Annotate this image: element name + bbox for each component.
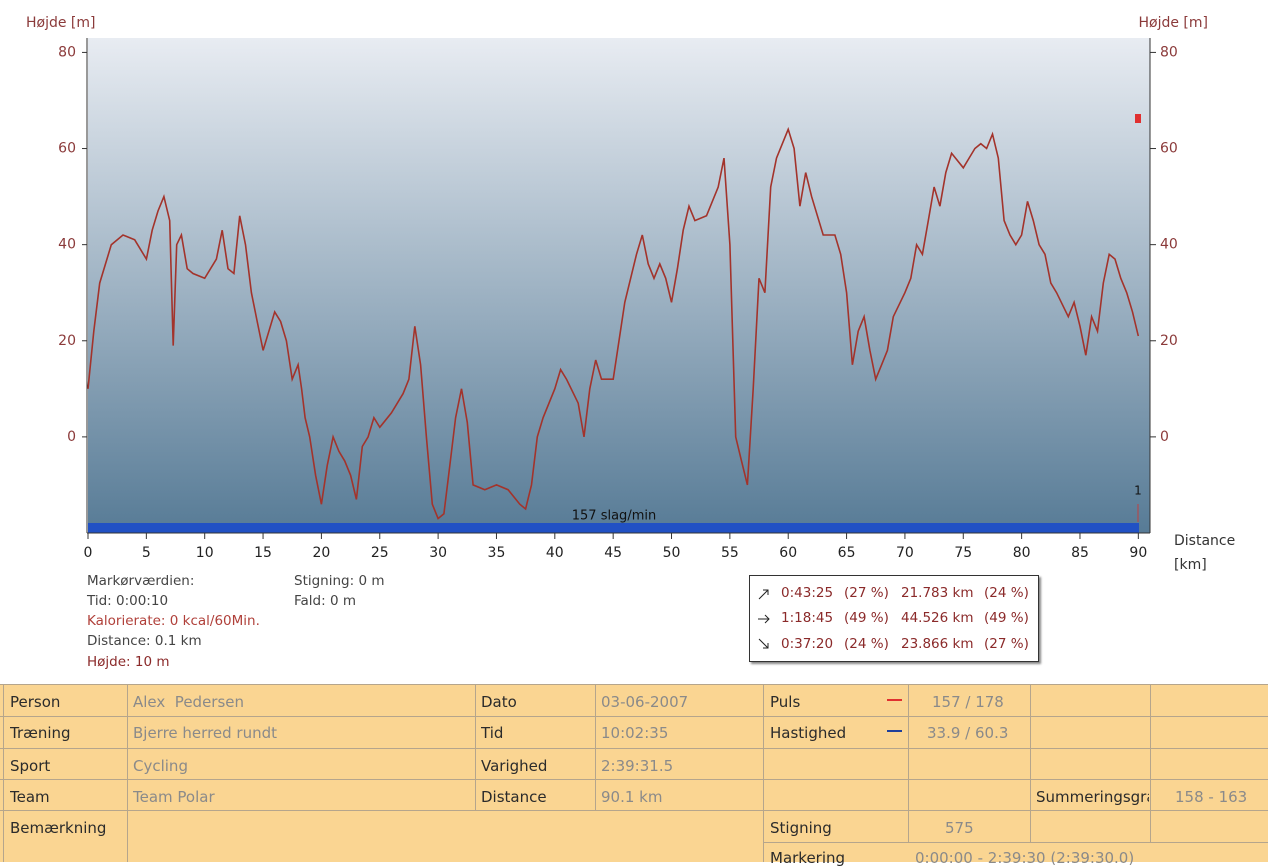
cell: Distance [481, 788, 547, 806]
cell: 03-06-2007 [601, 693, 689, 711]
cell: 157 / 178 [932, 693, 1004, 711]
cursor-text: Markørværdien: [87, 573, 195, 589]
x-tick-label: 20 [312, 545, 330, 561]
cell: 2:39:31.5 [601, 757, 674, 775]
cell: Dato [481, 693, 517, 711]
x-tick-label: 90 [1129, 545, 1147, 561]
summary-cell: 44.526 km [901, 610, 974, 626]
cursor-text: Højde: 10 m [87, 654, 170, 670]
info-table [0, 684, 1268, 862]
x-tick-label: 40 [546, 545, 564, 561]
x-tick-label: 15 [254, 545, 272, 561]
y2-tick-label: 80 [1160, 44, 1178, 60]
cell: 90.1 km [601, 788, 663, 806]
cell: 0:00:00 - 2:39:30 (2:39:30.0) [915, 849, 1135, 867]
x-tick-label: 30 [429, 545, 447, 561]
summary-cell: 23.866 km [901, 636, 974, 652]
x-tick-label: 70 [896, 545, 914, 561]
cell: Bjerre herred rundt [133, 724, 278, 742]
x-tick-label: 45 [604, 545, 622, 561]
summary-cell: 1:18:45 [781, 610, 834, 626]
x-tick-label: 80 [1013, 545, 1031, 561]
summary-cell: (49 %) [984, 610, 1029, 626]
y2-axis-title: Højde [m] [1139, 15, 1209, 31]
summary-cell: (24 %) [844, 636, 889, 652]
cell: Bemærkning [10, 819, 107, 837]
y-tick-label: 20 [58, 333, 76, 349]
x-tick-label: 35 [488, 545, 506, 561]
cell: Hastighed [770, 724, 847, 742]
cell: 33.9 / 60.3 [927, 724, 1009, 742]
x-tick-label: 25 [371, 545, 389, 561]
y-tick-label: 0 [67, 429, 76, 445]
cell: Team [10, 788, 50, 806]
y2-tick-label: 60 [1160, 141, 1178, 157]
annotation: 1 [1134, 484, 1142, 498]
cell: Team Polar [133, 788, 215, 806]
x-tick-label: 60 [779, 545, 797, 561]
summary-cell: 0:37:20 [781, 636, 834, 652]
heart-rate-band [88, 523, 1139, 533]
summary-box [749, 575, 1039, 662]
x-tick-label: 5 [142, 545, 151, 561]
x-tick-label: 10 [196, 545, 214, 561]
summary-cell: (49 %) [844, 610, 889, 626]
cell: 575 [945, 819, 974, 837]
summary-cell: 0:43:25 [781, 585, 834, 601]
y-tick-label: 60 [58, 141, 76, 157]
cell: Markering [770, 849, 846, 867]
chart: Højde [m] Højde [m] Distance [km] 157 sl… [26, 15, 1235, 573]
climb-text: Fald: 0 m [294, 593, 356, 609]
summary-cell: (27 %) [984, 636, 1029, 652]
cell: Tid [481, 724, 504, 742]
cell: Puls [770, 693, 801, 711]
cell: Person [10, 693, 61, 711]
puls-legend [887, 699, 902, 701]
y2-tick-label: 40 [1160, 237, 1178, 253]
cell: 158 - 163 [1175, 788, 1248, 806]
y2-tick-label: 20 [1160, 333, 1178, 349]
summary-cell: (24 %) [984, 585, 1029, 601]
annotation: 157 slag/min [572, 509, 656, 524]
x-tick-label: 50 [663, 545, 681, 561]
climb-text: Stigning: 0 m [294, 573, 385, 589]
cell: Cycling [133, 757, 188, 775]
cell: Varighed [481, 757, 548, 775]
y-axis-title: Højde [m] [26, 15, 96, 31]
cursor-text: Distance: 0.1 km [87, 633, 202, 649]
cursor-text: Tid: 0:00:10 [87, 593, 169, 609]
y-tick-label: 40 [58, 237, 76, 253]
cursor-text: Kalorierate: 0 kcal/60Min. [87, 613, 260, 629]
elevation-line [87, 126, 1140, 520]
cell: 10:02:35 [601, 724, 669, 742]
x-tick-label: 85 [1071, 545, 1089, 561]
y2-tick-label: 0 [1160, 429, 1169, 445]
x-axis-title: Distance [1174, 533, 1235, 549]
arrows [758, 589, 770, 649]
cell: Alex Pedersen [133, 693, 245, 711]
summary-cell: (27 %) [844, 585, 889, 601]
x-tick-label: 75 [954, 545, 972, 561]
cell: Summeringsgra [1036, 788, 1149, 806]
x-tick-label: 65 [838, 545, 856, 561]
cell: Sport [10, 757, 51, 775]
x-tick-label: 55 [721, 545, 739, 561]
speed-legend [887, 730, 902, 732]
marker [1135, 114, 1141, 123]
y-tick-label: 80 [58, 44, 76, 60]
summary-cell: 21.783 km [901, 585, 974, 601]
cell: Træning [10, 724, 71, 742]
cell: Stigning [770, 819, 832, 837]
x-tick-label: 0 [84, 545, 93, 561]
plot-area [88, 38, 1150, 533]
x-axis-title: [km] [1174, 557, 1207, 573]
